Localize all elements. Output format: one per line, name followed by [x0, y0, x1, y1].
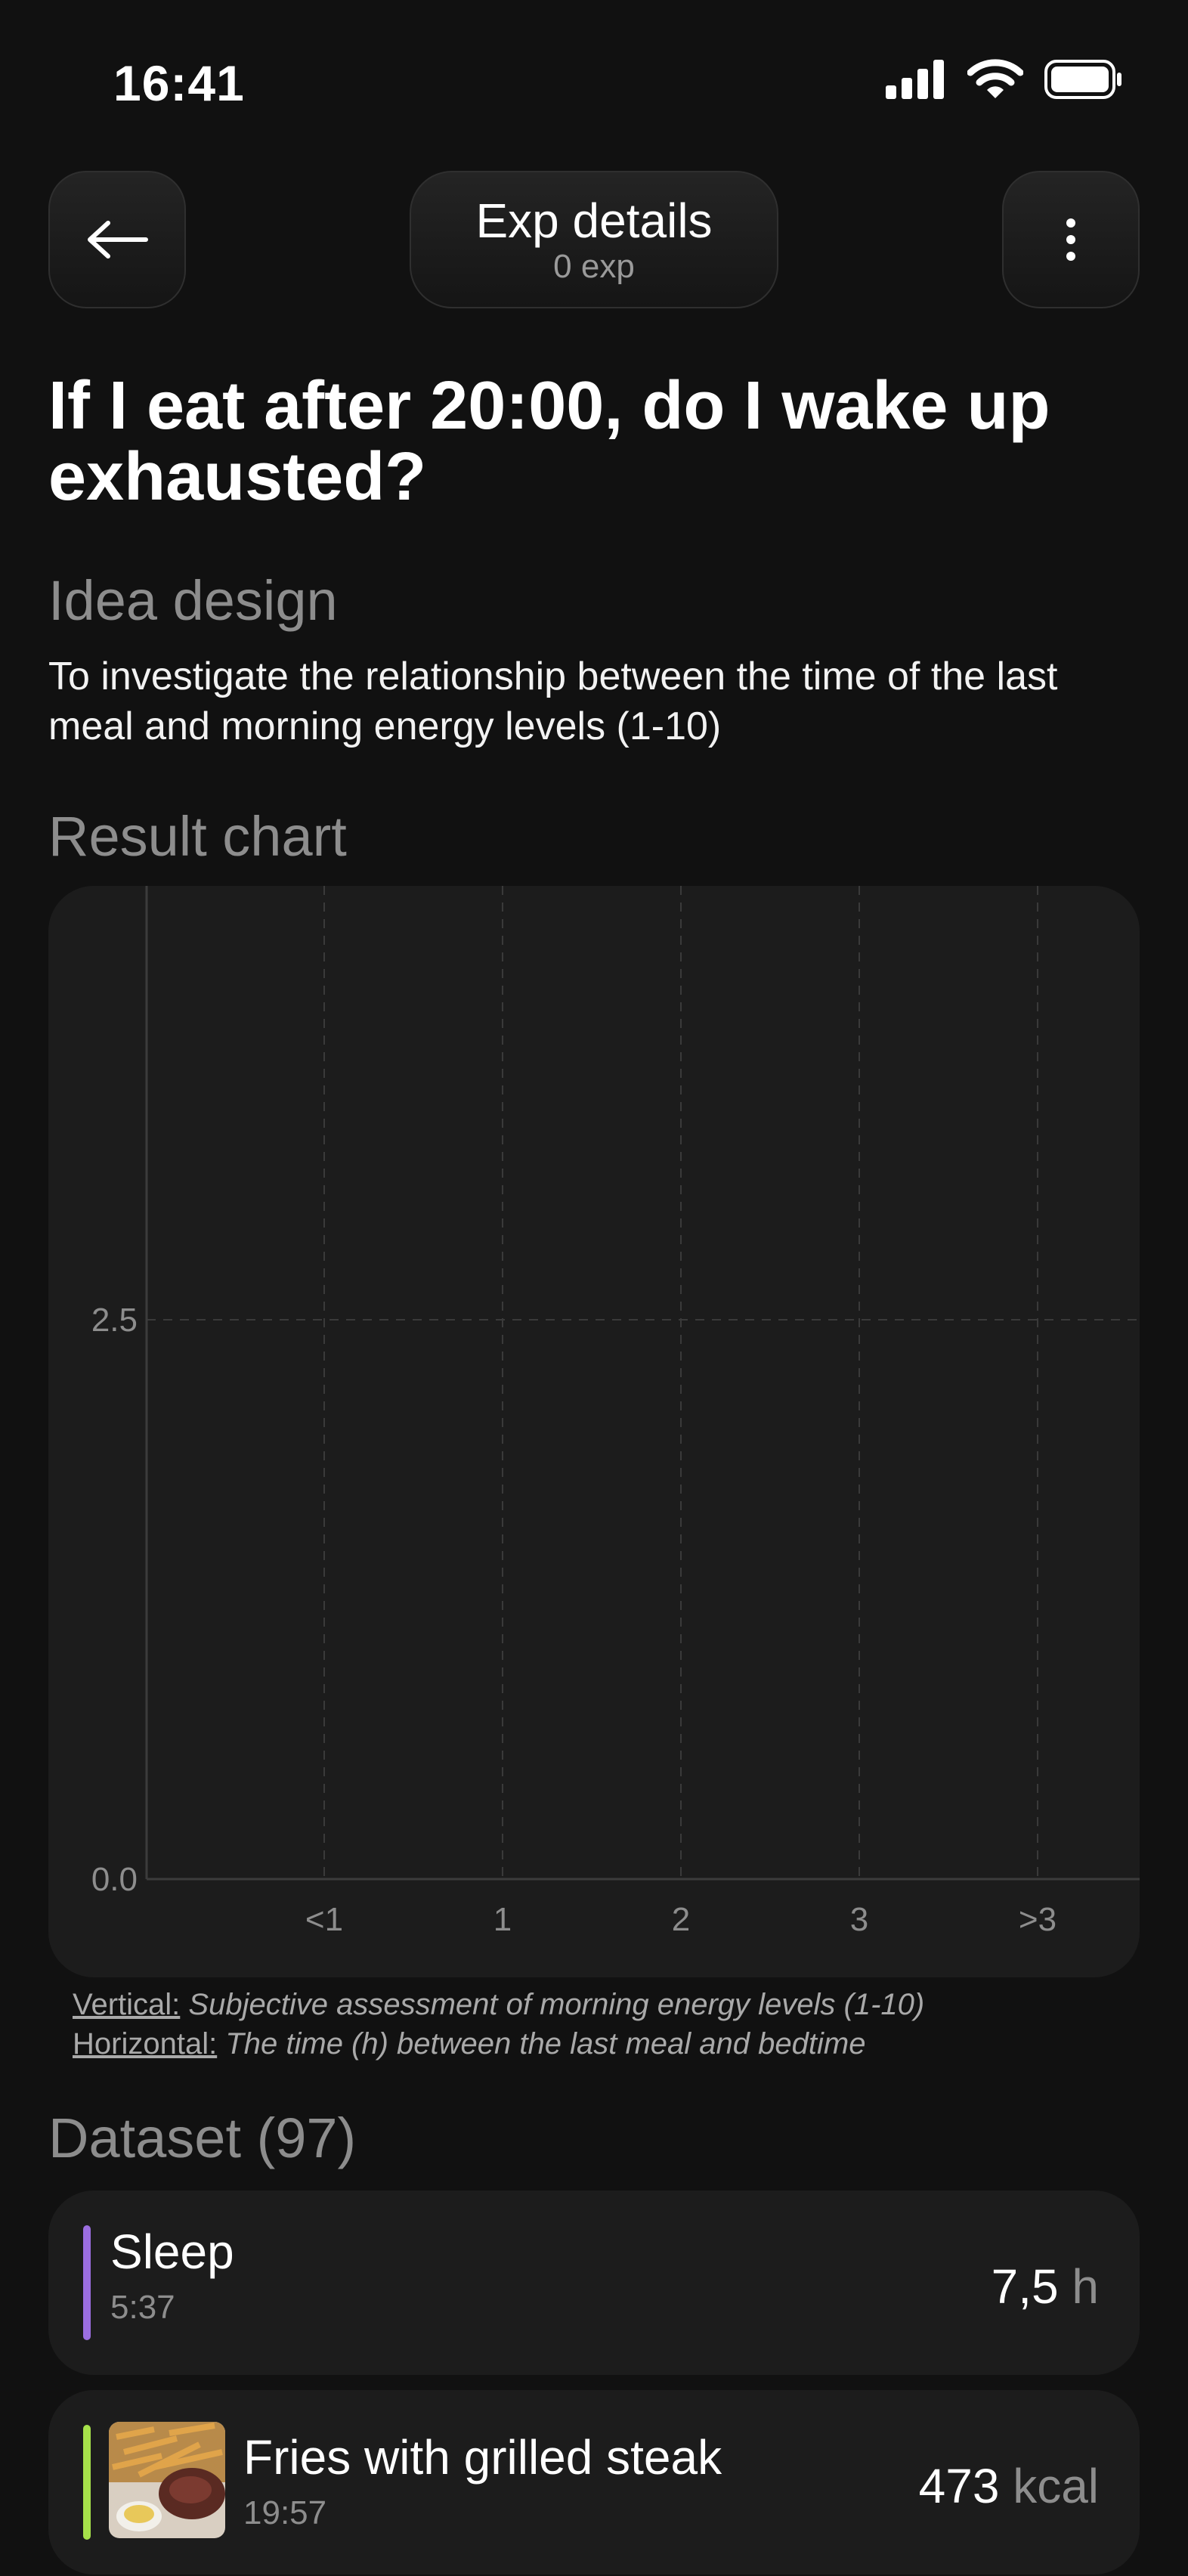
vertical-axis-text: Subjective assessment of morning energy … — [188, 1988, 925, 2021]
header-title: Exp details — [475, 194, 713, 248]
item-value-unit: h — [1072, 2259, 1099, 2314]
more-options-button[interactable] — [1002, 171, 1140, 308]
vertical-axis-description: Vertical: Subjective assessment of morni… — [73, 1988, 924, 2022]
x-tick-label: >3 — [1019, 1901, 1057, 1938]
experiment-title-pill[interactable]: Exp details 0 exp — [410, 171, 778, 308]
back-button[interactable] — [48, 171, 186, 308]
item-value-number: 7,5 — [991, 2259, 1059, 2314]
category-color-bar — [83, 2425, 91, 2540]
y-tick-label: 0.0 — [91, 1861, 138, 1898]
dataset-item-sleep[interactable]: Sleep 5:37 7,5 h — [48, 2191, 1140, 2375]
x-tick-label: 1 — [493, 1901, 512, 1938]
header: Exp details 0 exp — [0, 171, 1188, 311]
x-tick-label: <1 — [305, 1901, 343, 1938]
dataset-heading: Dataset (97) — [48, 2107, 357, 2169]
item-time: 19:57 — [243, 2494, 327, 2531]
item-value-unit: kcal — [1013, 2459, 1099, 2513]
horizontal-axis-text: The time (h) between the last meal and b… — [225, 2027, 866, 2060]
item-name: Fries with grilled steak — [243, 2430, 722, 2485]
x-tick-label: 3 — [850, 1901, 868, 1938]
item-name: Sleep — [110, 2225, 234, 2279]
status-icons — [886, 59, 1123, 100]
food-photo — [109, 2422, 225, 2538]
header-subtitle: 0 exp — [553, 248, 635, 285]
vertical-axis-label: Vertical: — [73, 1988, 181, 2021]
status-time: 16:41 — [113, 55, 245, 111]
horizontal-axis-label: Horizontal: — [73, 2027, 218, 2060]
status-bar: 16:41 — [0, 0, 1188, 151]
experiment-question: If I eat after 20:00, do I wake up exhau… — [48, 368, 1050, 515]
result-chart-heading: Result chart — [48, 805, 347, 868]
item-value: 7,5 h — [992, 2259, 1099, 2314]
cellular-signal-icon — [886, 60, 944, 99]
wifi-icon — [967, 59, 1023, 98]
category-color-bar — [83, 2225, 91, 2340]
item-value-number: 473 — [918, 2459, 1000, 2513]
y-tick-label: 2.5 — [91, 1302, 138, 1339]
idea-design-text: To investigate the relationship between … — [48, 655, 1058, 748]
x-tick-label: 2 — [672, 1901, 690, 1938]
battery-icon — [1044, 60, 1121, 99]
more-vertical-icon — [1066, 218, 1075, 261]
horizontal-axis-description: Horizontal: The time (h) between the las… — [73, 2027, 865, 2061]
item-time: 5:37 — [110, 2289, 175, 2326]
idea-design-heading: Idea design — [48, 569, 338, 632]
item-value: 473 kcal — [919, 2458, 1099, 2514]
arrow-left-icon — [88, 221, 148, 259]
dataset-item-meal[interactable]: Fries with grilled steak 19:57 473 kcal — [48, 2390, 1140, 2574]
